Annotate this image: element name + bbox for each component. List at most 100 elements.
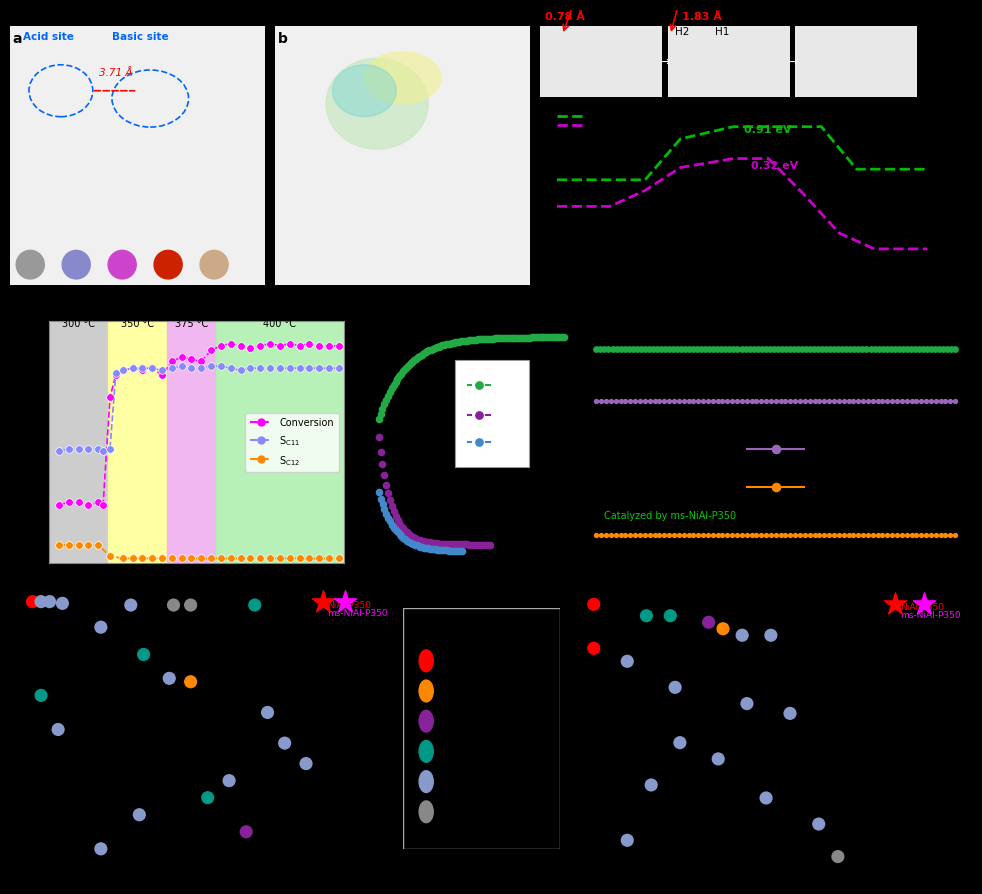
FancyBboxPatch shape xyxy=(455,360,528,468)
Point xyxy=(891,342,906,357)
Point xyxy=(811,817,827,831)
Point xyxy=(835,342,850,357)
Point xyxy=(479,333,495,347)
Point xyxy=(541,331,557,345)
Bar xyxy=(49,322,108,563)
Text: 10-20: 10-20 xyxy=(447,685,481,697)
Point xyxy=(862,342,878,357)
Point xyxy=(903,342,919,357)
Point xyxy=(409,532,424,546)
Point xyxy=(933,528,949,543)
Text: H1: H1 xyxy=(715,27,729,37)
Point xyxy=(421,536,437,550)
Point xyxy=(782,342,797,357)
Circle shape xyxy=(108,251,136,280)
Point xyxy=(384,518,400,532)
Point xyxy=(806,342,822,357)
Point xyxy=(798,342,814,357)
Point xyxy=(913,528,929,543)
Point xyxy=(221,773,237,788)
Point xyxy=(855,528,871,543)
Point xyxy=(846,394,861,409)
Point xyxy=(718,342,734,357)
Point xyxy=(476,538,492,552)
Point xyxy=(895,342,910,357)
Point xyxy=(748,394,764,409)
Point xyxy=(725,528,740,543)
Point xyxy=(875,394,891,409)
Point xyxy=(768,443,784,457)
Point xyxy=(846,528,861,543)
Point xyxy=(632,342,648,357)
Point xyxy=(641,342,657,357)
Point xyxy=(517,331,532,345)
Point xyxy=(697,342,713,357)
Point xyxy=(374,458,390,472)
Point xyxy=(709,342,725,357)
Point xyxy=(632,528,648,543)
Point xyxy=(474,538,490,552)
Point xyxy=(690,528,706,543)
Point xyxy=(386,378,402,392)
Point xyxy=(730,342,745,357)
Point xyxy=(518,331,534,345)
Point xyxy=(661,342,677,357)
Point xyxy=(935,342,951,357)
Point xyxy=(459,334,474,349)
Point xyxy=(645,342,661,357)
Point xyxy=(880,528,896,543)
Point xyxy=(821,528,837,543)
Point xyxy=(396,531,411,545)
Point xyxy=(447,544,463,559)
Point xyxy=(651,528,667,543)
Point xyxy=(943,528,958,543)
Point xyxy=(417,346,433,360)
Point xyxy=(638,609,654,623)
Point xyxy=(183,598,198,612)
Point xyxy=(427,342,443,356)
Point xyxy=(637,528,653,543)
Point xyxy=(907,342,923,357)
Point xyxy=(472,538,488,552)
Point xyxy=(666,528,682,543)
Point xyxy=(608,528,624,543)
Point xyxy=(642,528,658,543)
Point xyxy=(915,342,931,357)
Point xyxy=(386,504,402,519)
Point xyxy=(452,537,467,552)
Point xyxy=(773,394,789,409)
Text: NiAl-P350: NiAl-P350 xyxy=(327,600,371,609)
Point xyxy=(398,524,413,538)
Point xyxy=(918,528,934,543)
Point xyxy=(656,528,672,543)
Point xyxy=(470,333,486,347)
Point xyxy=(553,331,569,345)
Point xyxy=(50,722,66,737)
Point xyxy=(496,332,512,346)
Point xyxy=(621,342,636,357)
Point xyxy=(498,332,514,346)
Point xyxy=(132,807,147,822)
Point xyxy=(695,394,711,409)
Point xyxy=(903,394,919,409)
Text: 0.78 Å: 0.78 Å xyxy=(545,12,584,21)
Point xyxy=(598,394,614,409)
Point xyxy=(763,628,779,643)
Point xyxy=(431,544,447,558)
Point xyxy=(671,394,686,409)
Point xyxy=(405,530,420,544)
Point xyxy=(588,342,604,357)
Point xyxy=(678,342,693,357)
Point xyxy=(827,342,843,357)
Text: Acid site: Acid site xyxy=(23,32,74,42)
Point xyxy=(390,526,406,540)
Point xyxy=(627,394,643,409)
Point xyxy=(667,680,682,695)
Point xyxy=(448,336,464,350)
Text: NM: NM xyxy=(447,805,465,818)
Point xyxy=(831,528,846,543)
Point xyxy=(425,342,441,357)
Point xyxy=(384,382,400,396)
Point xyxy=(797,528,813,543)
Point xyxy=(792,528,808,543)
